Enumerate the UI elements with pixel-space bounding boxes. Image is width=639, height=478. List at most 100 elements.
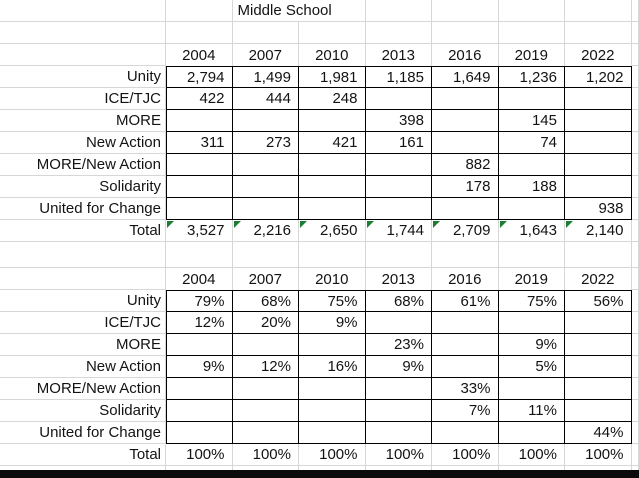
data-cell[interactable]: 248 [299, 88, 366, 110]
data-cell[interactable]: 311 [166, 132, 233, 154]
data-cell[interactable] [166, 154, 233, 176]
total-cell[interactable]: 2,140 [565, 220, 632, 242]
sheet-title-cell[interactable]: Middle School [232, 0, 366, 22]
data-cell[interactable] [232, 198, 299, 220]
row-label-cell[interactable]: United for Change [0, 422, 166, 444]
total-cell[interactable]: 1,643 [498, 220, 565, 242]
row-label-cell[interactable]: Solidarity [0, 176, 166, 198]
row-label-cell[interactable]: Solidarity [0, 400, 166, 422]
cell-empty[interactable] [365, 242, 432, 268]
data-cell[interactable]: 188 [498, 176, 565, 198]
data-cell[interactable]: 882 [432, 154, 499, 176]
data-cell[interactable] [432, 356, 499, 378]
data-cell[interactable] [498, 422, 565, 444]
data-cell[interactable] [565, 378, 632, 400]
cell-empty[interactable] [432, 0, 499, 22]
data-cell[interactable]: 273 [232, 132, 299, 154]
data-cell[interactable]: 9% [166, 356, 233, 378]
year-header-cell[interactable]: 2007 [233, 268, 299, 290]
data-cell[interactable]: 11% [498, 400, 565, 422]
data-cell[interactable]: 79% [166, 290, 233, 312]
cell-empty[interactable] [0, 242, 166, 268]
data-cell[interactable]: 1,981 [299, 66, 366, 88]
data-cell[interactable] [432, 334, 499, 356]
data-cell[interactable]: 75% [299, 290, 366, 312]
row-label-cell[interactable]: Unity [0, 66, 166, 88]
data-cell[interactable] [565, 176, 632, 198]
data-cell[interactable] [166, 334, 233, 356]
data-cell[interactable] [565, 356, 632, 378]
data-cell[interactable] [166, 400, 233, 422]
total-cell[interactable]: 2,650 [299, 220, 366, 242]
data-cell[interactable]: 68% [232, 290, 299, 312]
total-cell[interactable]: 100% [432, 444, 499, 466]
data-cell[interactable]: 12% [166, 312, 233, 334]
row-label-cell[interactable]: ICE/TJC [0, 88, 166, 110]
year-header-cell[interactable]: 2022 [565, 268, 632, 290]
data-cell[interactable] [365, 312, 432, 334]
row-label-cell[interactable]: ICE/TJC [0, 312, 166, 334]
total-cell[interactable]: 3,527 [166, 220, 233, 242]
year-header-cell[interactable]: 2019 [499, 268, 565, 290]
data-cell[interactable] [365, 400, 432, 422]
data-cell[interactable] [432, 110, 499, 132]
data-cell[interactable]: 74 [498, 132, 565, 154]
cell-empty[interactable] [0, 0, 166, 22]
year-header-cell[interactable]: 2007 [233, 44, 299, 66]
data-cell[interactable]: 422 [166, 88, 233, 110]
data-cell[interactable] [232, 154, 299, 176]
row-label-cell[interactable]: Unity [0, 290, 166, 312]
cell-empty[interactable] [365, 22, 432, 44]
data-cell[interactable] [565, 154, 632, 176]
data-cell[interactable] [299, 110, 366, 132]
row-label-cell[interactable]: MORE/New Action [0, 154, 166, 176]
cell-empty[interactable] [432, 22, 499, 44]
cell-empty[interactable] [299, 242, 366, 268]
data-cell[interactable]: 61% [432, 290, 499, 312]
cell-empty[interactable] [232, 242, 299, 268]
cell-empty[interactable] [565, 0, 632, 22]
total-label-cell[interactable]: Total [0, 444, 166, 466]
data-cell[interactable] [232, 422, 299, 444]
data-cell[interactable] [299, 198, 366, 220]
data-cell[interactable] [432, 312, 499, 334]
data-cell[interactable]: 7% [432, 400, 499, 422]
cell-empty[interactable] [232, 22, 299, 44]
row-label-cell[interactable]: New Action [0, 356, 166, 378]
data-cell[interactable] [232, 334, 299, 356]
cell-empty[interactable] [166, 22, 233, 44]
data-cell[interactable] [232, 400, 299, 422]
cell-empty[interactable] [565, 22, 632, 44]
cell-empty[interactable] [498, 0, 565, 22]
total-cell[interactable]: 100% [365, 444, 432, 466]
data-cell[interactable] [365, 198, 432, 220]
data-cell[interactable]: 23% [365, 334, 432, 356]
data-cell[interactable] [166, 198, 233, 220]
data-cell[interactable]: 145 [498, 110, 565, 132]
year-header-cell[interactable]: 2010 [299, 44, 366, 66]
year-header-cell[interactable]: 2004 [166, 44, 233, 66]
data-cell[interactable] [498, 88, 565, 110]
total-cell[interactable]: 100% [498, 444, 565, 466]
data-cell[interactable] [565, 110, 632, 132]
cell-empty[interactable] [0, 22, 166, 44]
cell-empty[interactable] [365, 0, 432, 22]
data-cell[interactable]: 444 [232, 88, 299, 110]
data-cell[interactable]: 44% [565, 422, 632, 444]
data-cell[interactable]: 56% [565, 290, 632, 312]
data-cell[interactable]: 1,185 [365, 66, 432, 88]
year-header-cell[interactable]: 2016 [432, 268, 499, 290]
data-cell[interactable] [432, 198, 499, 220]
data-cell[interactable] [432, 422, 499, 444]
data-cell[interactable]: 16% [299, 356, 366, 378]
data-cell[interactable]: 1,499 [232, 66, 299, 88]
data-cell[interactable]: 12% [232, 356, 299, 378]
cell-empty[interactable] [498, 242, 565, 268]
cell-empty[interactable] [432, 242, 499, 268]
data-cell[interactable] [299, 334, 366, 356]
year-header-cell[interactable]: 2016 [432, 44, 499, 66]
year-header-cell[interactable]: 2013 [366, 44, 432, 66]
total-cell[interactable]: 100% [232, 444, 299, 466]
data-cell[interactable] [565, 400, 632, 422]
data-cell[interactable]: 5% [498, 356, 565, 378]
